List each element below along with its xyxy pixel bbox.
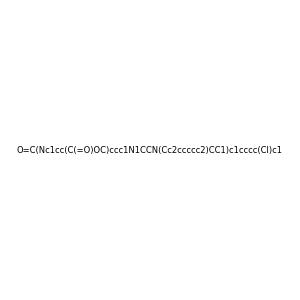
Text: O=C(Nc1cc(C(=O)OC)ccc1N1CCN(Cc2ccccc2)CC1)c1cccc(Cl)c1: O=C(Nc1cc(C(=O)OC)ccc1N1CCN(Cc2ccccc2)CC…	[17, 146, 283, 154]
